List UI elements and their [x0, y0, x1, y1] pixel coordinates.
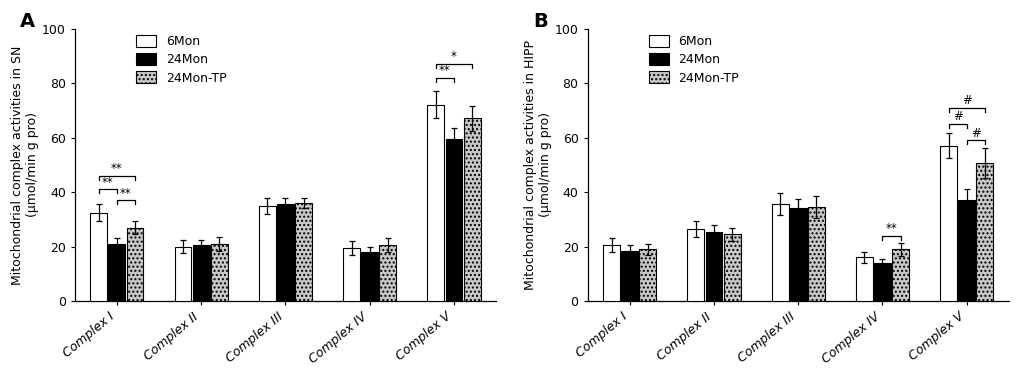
Bar: [639, 249, 655, 301]
Bar: [705, 231, 721, 301]
Bar: [294, 203, 312, 301]
Bar: [174, 247, 192, 301]
Bar: [108, 244, 125, 301]
Bar: [958, 200, 974, 301]
Bar: [126, 227, 144, 301]
Bar: [445, 139, 462, 301]
Legend: 6Mon, 24Mon, 24Mon-TP: 6Mon, 24Mon, 24Mon-TP: [136, 35, 226, 84]
Bar: [259, 206, 275, 301]
Bar: [621, 251, 638, 301]
Legend: 6Mon, 24Mon, 24Mon-TP: 6Mon, 24Mon, 24Mon-TP: [648, 35, 739, 84]
Y-axis label: Mitochondrial complex activities in SN
(μmol/min g pro): Mitochondrial complex activities in SN (…: [11, 45, 39, 285]
Bar: [807, 207, 824, 301]
Bar: [277, 204, 293, 301]
Bar: [789, 208, 806, 301]
Bar: [342, 248, 360, 301]
Bar: [892, 249, 908, 301]
Bar: [379, 245, 395, 301]
Text: B: B: [532, 12, 547, 31]
Bar: [873, 263, 890, 301]
Text: #: #: [961, 94, 971, 107]
Text: **: **: [111, 162, 122, 175]
Bar: [975, 164, 993, 301]
Bar: [771, 204, 788, 301]
Text: #: #: [952, 110, 962, 123]
Text: **: **: [438, 64, 450, 77]
Text: #: #: [970, 127, 980, 140]
Bar: [722, 234, 740, 301]
Bar: [211, 244, 227, 301]
Text: **: **: [120, 187, 131, 200]
Bar: [193, 245, 210, 301]
Bar: [602, 245, 620, 301]
Bar: [940, 146, 956, 301]
Text: *: *: [450, 51, 457, 63]
Text: **: **: [102, 176, 114, 189]
Y-axis label: Mitochondrial complex activities in HIPP
(μmol/min g pro): Mitochondrial complex activities in HIPP…: [524, 40, 551, 290]
Bar: [855, 257, 872, 301]
Bar: [464, 118, 480, 301]
Bar: [91, 213, 107, 301]
Bar: [361, 252, 378, 301]
Bar: [427, 105, 444, 301]
Text: A: A: [20, 12, 35, 31]
Bar: [687, 229, 703, 301]
Text: **: **: [884, 222, 897, 235]
